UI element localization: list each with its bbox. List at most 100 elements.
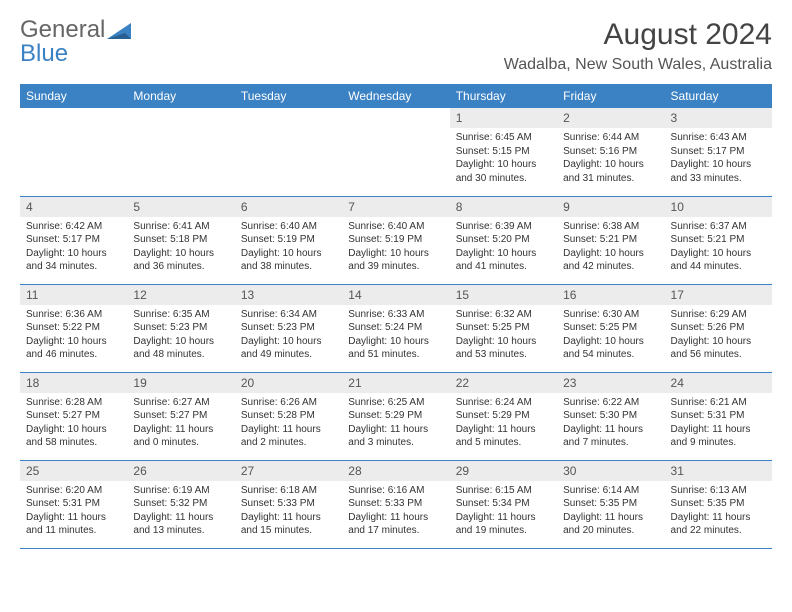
calendar-cell: 29Sunrise: 6:15 AMSunset: 5:34 PMDayligh… [450,460,557,548]
daylight-text: Daylight: 10 hours and 51 minutes. [348,335,443,362]
sunrise-text: Sunrise: 6:21 AM [671,396,766,410]
day-number: 20 [235,373,342,393]
sunrise-text: Sunrise: 6:14 AM [563,484,658,498]
calendar-cell: 17Sunrise: 6:29 AMSunset: 5:26 PMDayligh… [665,284,772,372]
day-number: 13 [235,285,342,305]
sunset-text: Sunset: 5:31 PM [26,497,121,511]
sunrise-text: Sunrise: 6:34 AM [241,308,336,322]
sunrise-text: Sunrise: 6:18 AM [241,484,336,498]
daylight-text: Daylight: 11 hours and 15 minutes. [241,511,336,538]
sunrise-text: Sunrise: 6:38 AM [563,220,658,234]
calendar-cell: 3Sunrise: 6:43 AMSunset: 5:17 PMDaylight… [665,108,772,196]
day-number: 21 [342,373,449,393]
daylight-text: Daylight: 11 hours and 13 minutes. [133,511,228,538]
sunrise-text: Sunrise: 6:44 AM [563,131,658,145]
calendar-row: 18Sunrise: 6:28 AMSunset: 5:27 PMDayligh… [20,372,772,460]
sunrise-text: Sunrise: 6:16 AM [348,484,443,498]
sunset-text: Sunset: 5:35 PM [671,497,766,511]
sunset-text: Sunset: 5:19 PM [241,233,336,247]
day-details: Sunrise: 6:19 AMSunset: 5:32 PMDaylight:… [127,481,234,541]
sunrise-text: Sunrise: 6:22 AM [563,396,658,410]
daylight-text: Daylight: 10 hours and 44 minutes. [671,247,766,274]
sunset-text: Sunset: 5:30 PM [563,409,658,423]
day-number: 1 [450,108,557,128]
sunrise-text: Sunrise: 6:29 AM [671,308,766,322]
day-details: Sunrise: 6:25 AMSunset: 5:29 PMDaylight:… [342,393,449,453]
sunset-text: Sunset: 5:32 PM [133,497,228,511]
weekday-header: Thursday [450,84,557,108]
sunset-text: Sunset: 5:27 PM [26,409,121,423]
day-number: 14 [342,285,449,305]
sunset-text: Sunset: 5:16 PM [563,145,658,159]
logo-text-general: General [20,16,105,43]
daylight-text: Daylight: 11 hours and 22 minutes. [671,511,766,538]
calendar-cell: 18 Sunrise: 6:28 AMSunset: 5:27 PMDayligh… [20,372,127,460]
header: General Blue August 2024 Wadalba, New So… [20,18,772,74]
sunset-text: Sunset: 5:26 PM [671,321,766,335]
day-number: 15 [450,285,557,305]
sunrise-text: Sunrise: 6:15 AM [456,484,551,498]
calendar-cell [342,108,449,196]
day-number: 7 [342,197,449,217]
calendar-cell: 11Sunrise: 6:36 AMSunset: 5:22 PMDayligh… [20,284,127,372]
sunset-text: Sunset: 5:23 PM [133,321,228,335]
weekday-header-row: SundayMondayTuesdayWednesdayThursdayFrid… [20,84,772,108]
sunrise-text: Sunrise: 6:45 AM [456,131,551,145]
day-details: Sunrise: 6:27 AMSunset: 5:27 PMDaylight:… [127,393,234,453]
calendar-cell: 20Sunrise: 6:26 AMSunset: 5:28 PMDayligh… [235,372,342,460]
daylight-text: Daylight: 10 hours and 30 minutes. [456,158,551,185]
sunrise-text: Sunrise: 6:26 AM [241,396,336,410]
logo: General Blue [20,18,135,66]
day-details: Sunrise: 6:37 AMSunset: 5:21 PMDaylight:… [665,217,772,277]
calendar-cell: 7Sunrise: 6:40 AMSunset: 5:19 PMDaylight… [342,196,449,284]
calendar-cell: 21Sunrise: 6:25 AMSunset: 5:29 PMDayligh… [342,372,449,460]
daylight-text: Daylight: 11 hours and 7 minutes. [563,423,658,450]
sunset-text: Sunset: 5:21 PM [671,233,766,247]
daylight-text: Daylight: 10 hours and 38 minutes. [241,247,336,274]
daylight-text: Daylight: 10 hours and 42 minutes. [563,247,658,274]
day-number: 18 [20,373,127,393]
sunrise-text: Sunrise: 6:42 AM [26,220,121,234]
day-details: Sunrise: 6:14 AMSunset: 5:35 PMDaylight:… [557,481,664,541]
weekday-header: Wednesday [342,84,449,108]
day-number: 12 [127,285,234,305]
sunset-text: Sunset: 5:21 PM [563,233,658,247]
sunrise-text: Sunrise: 6:36 AM [26,308,121,322]
calendar-cell: 15Sunrise: 6:32 AMSunset: 5:25 PMDayligh… [450,284,557,372]
daylight-text: Daylight: 11 hours and 3 minutes. [348,423,443,450]
sunset-text: Sunset: 5:23 PM [241,321,336,335]
day-number: 26 [127,461,234,481]
day-details: Sunrise: 6:26 AMSunset: 5:28 PMDaylight:… [235,393,342,453]
day-details: Sunrise: 6:38 AMSunset: 5:21 PMDaylight:… [557,217,664,277]
day-number: 27 [235,461,342,481]
calendar-cell: 23 Sunrise: 6:22 AMSunset: 5:30 PMDayligh… [557,372,664,460]
sunset-text: Sunset: 5:33 PM [241,497,336,511]
calendar-row: 11Sunrise: 6:36 AMSunset: 5:22 PMDayligh… [20,284,772,372]
sunrise-text: Sunrise: 6:28 AM [26,396,121,410]
sunrise-text: Sunrise: 6:20 AM [26,484,121,498]
weekday-header: Friday [557,84,664,108]
day-number: 25 [20,461,127,481]
daylight-text: Daylight: 10 hours and 46 minutes. [26,335,121,362]
day-number: 16 [557,285,664,305]
day-details: Sunrise: 6:42 AMSunset: 5:17 PMDaylight:… [20,217,127,277]
daylight-text: Daylight: 10 hours and 39 minutes. [348,247,443,274]
daylight-text: Daylight: 10 hours and 33 minutes. [671,158,766,185]
day-details: Sunrise: 6:16 AMSunset: 5:33 PMDaylight:… [342,481,449,541]
daylight-text: Daylight: 10 hours and 53 minutes. [456,335,551,362]
daylight-text: Daylight: 11 hours and 19 minutes. [456,511,551,538]
sunset-text: Sunset: 5:25 PM [563,321,658,335]
calendar-cell: 6Sunrise: 6:40 AMSunset: 5:19 PMDaylight… [235,196,342,284]
sunrise-text: Sunrise: 6:35 AM [133,308,228,322]
daylight-text: Daylight: 11 hours and 2 minutes. [241,423,336,450]
sunset-text: Sunset: 5:25 PM [456,321,551,335]
day-number: 23 [557,373,664,393]
daylight-text: Daylight: 11 hours and 11 minutes. [26,511,121,538]
daylight-text: Daylight: 10 hours and 58 minutes. [26,423,121,450]
logo-triangle-icon [107,21,135,44]
logo-text-blue: Blue [20,40,68,67]
calendar-cell: 9Sunrise: 6:38 AMSunset: 5:21 PMDaylight… [557,196,664,284]
sunset-text: Sunset: 5:24 PM [348,321,443,335]
sunrise-text: Sunrise: 6:37 AM [671,220,766,234]
daylight-text: Daylight: 10 hours and 34 minutes. [26,247,121,274]
